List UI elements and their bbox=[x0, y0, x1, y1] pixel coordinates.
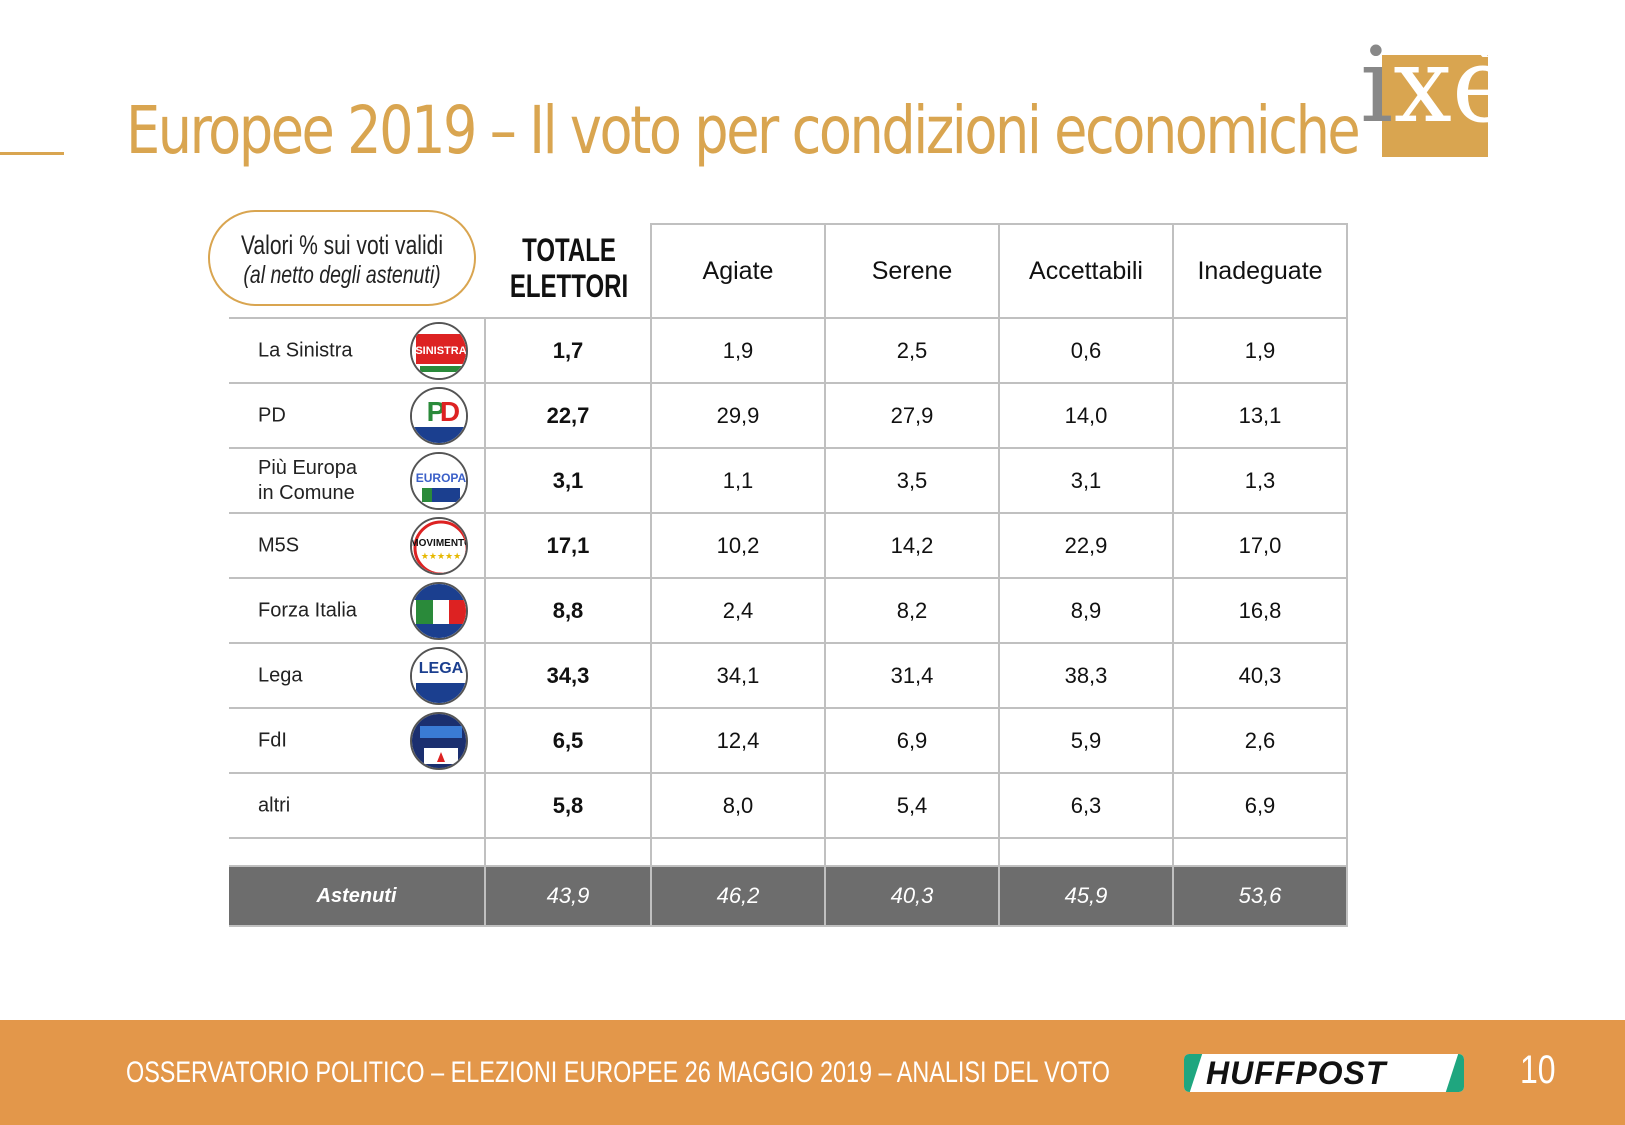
cell-value: 2,5 bbox=[824, 317, 1000, 384]
page-number: 10 bbox=[1520, 1048, 1556, 1092]
ixe-logo: ixè bbox=[1360, 33, 1513, 159]
note-line2: (al netto degli astenuti) bbox=[243, 261, 441, 289]
cell-value: 10,2 bbox=[650, 512, 826, 579]
cell-value: 1,9 bbox=[650, 317, 826, 384]
results-table: Agiate Serene Accettabili Inadeguate La … bbox=[229, 223, 1348, 927]
cell-value: 40,3 bbox=[1172, 642, 1348, 709]
m5s-logo-icon: MOVIMENTO ★★★★★ bbox=[410, 516, 468, 575]
table-header-row: Agiate Serene Accettabili Inadeguate bbox=[229, 223, 1348, 319]
party-name: Più Europa in Comune bbox=[258, 456, 357, 504]
cell-value: 12,4 bbox=[650, 707, 826, 774]
svg-text:EUROPA: EUROPA bbox=[416, 471, 467, 485]
spacer-row bbox=[229, 837, 1348, 867]
svg-text:SINISTRA: SINISTRA bbox=[415, 345, 466, 357]
cell-value: 6,3 bbox=[998, 772, 1174, 839]
table-row: Forza Italia 8,8 2,4 8,2 8,9 16,8 bbox=[229, 577, 1348, 644]
cell-value: 3,1 bbox=[998, 447, 1174, 514]
cell-value: 8,0 bbox=[650, 772, 826, 839]
cell-value: 13,1 bbox=[1172, 382, 1348, 449]
fdi-logo-icon bbox=[410, 711, 468, 770]
cell-value: 1,3 bbox=[1172, 447, 1348, 514]
party-name: Lega bbox=[258, 664, 303, 686]
cell-value: 38,3 bbox=[998, 642, 1174, 709]
cell-total: 1,7 bbox=[484, 317, 652, 384]
cell-value: 31,4 bbox=[824, 642, 1000, 709]
svg-text:LEGA: LEGA bbox=[419, 660, 464, 677]
svg-text:P: P bbox=[427, 396, 446, 427]
cell-value: 5,4 bbox=[824, 772, 1000, 839]
cell-value: 27,9 bbox=[824, 382, 1000, 449]
cell-value: 34,1 bbox=[650, 642, 826, 709]
cell-value: 22,9 bbox=[998, 512, 1174, 579]
values-note: Valori % sui voti validi (al netto degli… bbox=[208, 210, 476, 306]
table-row: altri 5,8 8,0 5,4 6,3 6,9 bbox=[229, 772, 1348, 839]
column-header-agiate: Agiate bbox=[650, 223, 826, 319]
cell-value: 29,9 bbox=[650, 382, 826, 449]
party-name: M5S bbox=[258, 534, 300, 556]
page-title: Europee 2019 – Il voto per condizioni ec… bbox=[126, 92, 1361, 169]
abstained-value: 45,9 bbox=[998, 865, 1174, 927]
accent-line bbox=[0, 152, 64, 155]
party-name: altri bbox=[258, 794, 291, 816]
cell-value: 14,0 bbox=[998, 382, 1174, 449]
party-name: La Sinistra bbox=[258, 339, 353, 361]
abstained-value: 46,2 bbox=[650, 865, 826, 927]
piu-europa-logo-icon: EUROPA bbox=[410, 451, 468, 510]
abstained-row: Astenuti 43,9 46,2 40,3 45,9 53,6 bbox=[229, 865, 1348, 927]
cell-total: 17,1 bbox=[484, 512, 652, 579]
footer-text: OSSERVATORIO POLITICO – ELEZIONI EUROPEE… bbox=[126, 1056, 1111, 1089]
abstained-value: 40,3 bbox=[824, 865, 1000, 927]
cell-value: 14,2 bbox=[824, 512, 1000, 579]
svg-text:MOVIMENTO: MOVIMENTO bbox=[412, 538, 468, 549]
cell-total: 8,8 bbox=[484, 577, 652, 644]
party-name: FdI bbox=[258, 729, 287, 751]
cell-value: 5,9 bbox=[998, 707, 1174, 774]
table-row: FdI 6,5 12,4 6,9 5,9 2,6 bbox=[229, 707, 1348, 774]
cell-value: 2,6 bbox=[1172, 707, 1348, 774]
party-name: PD bbox=[258, 404, 286, 426]
cell-value: 2,4 bbox=[650, 577, 826, 644]
column-header-inadeguate: Inadeguate bbox=[1172, 223, 1348, 319]
abstained-total: 43,9 bbox=[484, 865, 652, 927]
huffpost-logo-text: HUFFPOST bbox=[1206, 1055, 1387, 1091]
la-sinistra-logo-icon: SINISTRA bbox=[410, 321, 468, 380]
cell-value: 1,9 bbox=[1172, 317, 1348, 384]
cell-value: 6,9 bbox=[1172, 772, 1348, 839]
cell-value: 3,5 bbox=[824, 447, 1000, 514]
cell-value: 8,2 bbox=[824, 577, 1000, 644]
cell-value: 1,1 bbox=[650, 447, 826, 514]
column-header-serene: Serene bbox=[824, 223, 1000, 319]
svg-text:★★★★★: ★★★★★ bbox=[421, 552, 461, 562]
footer-bar: OSSERVATORIO POLITICO – ELEZIONI EUROPEE… bbox=[0, 1020, 1625, 1125]
party-name: Forza Italia bbox=[258, 599, 357, 621]
abstained-label: Astenuti bbox=[229, 865, 486, 927]
cell-value: 0,6 bbox=[998, 317, 1174, 384]
cell-total: 3,1 bbox=[484, 447, 652, 514]
cell-value: 16,8 bbox=[1172, 577, 1348, 644]
cell-total: 22,7 bbox=[484, 382, 652, 449]
cell-total: 34,3 bbox=[484, 642, 652, 709]
cell-total: 6,5 bbox=[484, 707, 652, 774]
abstained-value: 53,6 bbox=[1172, 865, 1348, 927]
lega-logo-icon: LEGA bbox=[410, 646, 468, 705]
column-header-accettabili: Accettabili bbox=[998, 223, 1174, 319]
cell-value: 8,9 bbox=[998, 577, 1174, 644]
table-row: M5S MOVIMENTO ★★★★★ 17,1 10,2 14,2 22,9 1… bbox=[229, 512, 1348, 579]
cell-value: 6,9 bbox=[824, 707, 1000, 774]
table-row: Più Europa in Comune EUROPA 3,1 1,1 3,5 … bbox=[229, 447, 1348, 514]
svg-text:D: D bbox=[440, 396, 460, 427]
table-row: Lega LEGA 34,3 34,1 31,4 38,3 40,3 bbox=[229, 642, 1348, 709]
cell-total: 5,8 bbox=[484, 772, 652, 839]
note-line1: Valori % sui voti validi bbox=[240, 230, 444, 260]
huffpost-logo: HUFFPOST bbox=[1184, 1054, 1464, 1092]
forza-italia-logo-icon bbox=[410, 581, 468, 640]
table-row: La Sinistra SINISTRA 1,7 1,9 2,5 0,6 1,9 bbox=[229, 317, 1348, 384]
cell-value: 17,0 bbox=[1172, 512, 1348, 579]
